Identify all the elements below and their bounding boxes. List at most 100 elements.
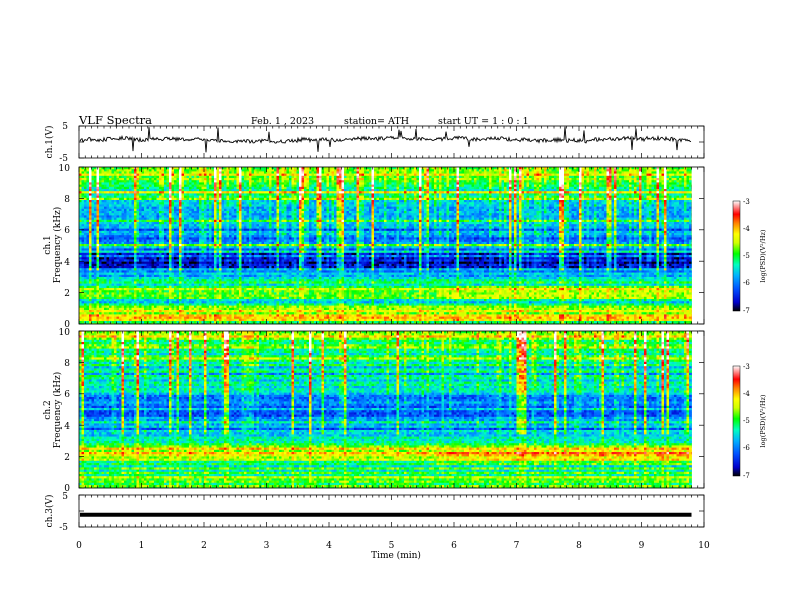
spectrogram-cell <box>159 169 162 172</box>
spectrogram-cell <box>154 189 157 192</box>
spectrogram-cell <box>202 222 205 225</box>
spectrogram-cell <box>167 277 170 280</box>
spectrogram-cell <box>159 218 162 221</box>
spectrogram-cell <box>157 299 160 302</box>
spectrogram-cell <box>84 297 87 300</box>
spectrogram-cell <box>192 248 195 251</box>
spectrogram-cell <box>229 174 232 177</box>
spectrogram-cell <box>229 317 232 320</box>
spectrogram-cell <box>234 171 237 174</box>
spectrogram-cell <box>92 299 95 302</box>
spectrogram-cell <box>187 277 190 280</box>
spectrogram-cell <box>174 284 177 287</box>
spectrogram-cell <box>144 257 147 260</box>
spectrogram-cell <box>209 180 212 183</box>
spectrogram-cell <box>224 253 227 256</box>
spectrogram-cell <box>142 242 145 245</box>
spectrogram-cell <box>229 222 232 225</box>
spectrogram-cell <box>189 204 192 207</box>
spectrogram-cell <box>102 301 105 304</box>
spectrogram-cell <box>224 314 227 317</box>
spectrogram-cell <box>202 198 205 201</box>
spectrogram-cell <box>127 226 130 229</box>
spectrogram-cell <box>179 321 182 324</box>
spectrogram-cell <box>139 290 142 293</box>
spectrogram-cell <box>82 279 85 282</box>
spectrogram-cell <box>127 264 130 267</box>
spectrogram-cell <box>157 284 160 287</box>
spectrogram-cell <box>239 196 242 199</box>
spectrogram-cell <box>132 218 135 221</box>
spectrogram-cell <box>169 248 172 251</box>
spectrogram-cell <box>184 308 187 311</box>
spectrogram-cell <box>214 251 217 254</box>
spectrogram-cell <box>199 240 202 243</box>
spectrogram-cell <box>129 231 132 234</box>
spectrogram-cell <box>159 277 162 280</box>
spectrogram-cell <box>152 171 155 174</box>
spectrogram-cell <box>197 310 200 313</box>
spectrogram-cell <box>217 226 220 229</box>
spectrogram-cell <box>234 176 237 179</box>
spectrogram-cell <box>242 235 245 238</box>
spectrogram-cell <box>102 215 105 218</box>
spectrogram-cell <box>187 246 190 249</box>
spectrogram-cell <box>174 237 177 240</box>
spectrogram-cell <box>87 270 90 273</box>
spectrogram-cell <box>142 246 145 249</box>
spectrogram-cell <box>112 207 115 210</box>
spectrogram-cell <box>174 176 177 179</box>
spectrogram-cell <box>192 295 195 298</box>
spectrogram-cell <box>182 266 185 269</box>
spectrogram-cell <box>182 312 185 315</box>
spectrogram-cell <box>204 176 207 179</box>
spectrogram-cell <box>209 257 212 260</box>
spectrogram-cell <box>242 178 245 181</box>
spectrogram-cell <box>177 290 180 293</box>
spectrogram-cell <box>142 268 145 271</box>
spectrogram-cell <box>92 290 95 293</box>
spectrogram-cell <box>79 196 82 199</box>
spectrogram-cell <box>197 297 200 300</box>
spectrogram-cell <box>147 281 150 284</box>
spectrogram-cell <box>137 299 140 302</box>
spectrogram-cell <box>234 286 237 289</box>
spectrogram-cell <box>124 312 127 315</box>
spectrogram-cell <box>212 193 215 196</box>
spectrogram-cell <box>214 229 217 232</box>
spectrogram-cell <box>172 226 175 229</box>
spectrogram-cell <box>232 213 235 216</box>
spectrogram-cell <box>219 196 222 199</box>
spectrogram-cell <box>119 251 122 254</box>
spectrogram-cell <box>174 251 177 254</box>
spectrogram-cell <box>87 235 90 238</box>
spectrogram-cell <box>127 319 130 322</box>
spectrogram-cell <box>114 209 117 212</box>
spectrogram-cell <box>234 264 237 267</box>
spectrogram-cell <box>162 222 165 225</box>
spectrogram-cell <box>114 268 117 271</box>
spectrogram-cell <box>164 275 167 278</box>
spectrogram-cell <box>139 182 142 185</box>
spectrogram-cell <box>129 218 132 221</box>
spectrogram-cell <box>107 248 110 251</box>
spectrogram-cell <box>157 211 160 214</box>
spectrogram-cell <box>212 255 215 258</box>
spectrogram-cell <box>234 224 237 227</box>
spectrogram-cell <box>207 281 210 284</box>
spectrogram-cell <box>144 255 147 258</box>
spectrogram-cell <box>104 255 107 258</box>
spectrogram-cell <box>204 317 207 320</box>
spectrogram-cell <box>94 176 97 179</box>
spectrogram-cell <box>134 270 137 273</box>
spectrogram-cell <box>114 308 117 311</box>
spectrogram-cell <box>182 198 185 201</box>
spectrogram-cell <box>184 286 187 289</box>
spectrogram-cell <box>119 196 122 199</box>
spectrogram-cell <box>209 314 212 317</box>
spectrogram-cell <box>92 295 95 298</box>
spectrogram-cell <box>87 292 90 295</box>
spectrogram-cell <box>219 312 222 315</box>
spectrogram-cell <box>234 262 237 265</box>
spectrogram-cell <box>97 273 100 276</box>
